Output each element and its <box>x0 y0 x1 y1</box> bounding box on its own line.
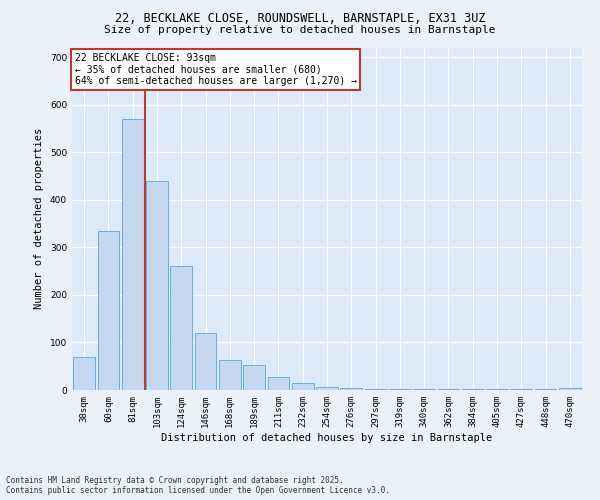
Bar <box>389 389 411 390</box>
Text: Size of property relative to detached houses in Barnstaple: Size of property relative to detached ho… <box>104 25 496 35</box>
Bar <box>194 333 217 390</box>
Bar <box>535 389 556 390</box>
Bar <box>340 388 362 390</box>
Bar <box>243 366 265 390</box>
Y-axis label: Number of detached properties: Number of detached properties <box>34 128 44 310</box>
Bar <box>292 383 314 390</box>
Bar <box>97 230 119 390</box>
Bar <box>146 180 168 390</box>
Bar <box>268 376 289 390</box>
Bar <box>73 356 95 390</box>
Text: 22 BECKLAKE CLOSE: 93sqm
← 35% of detached houses are smaller (680)
64% of semi-: 22 BECKLAKE CLOSE: 93sqm ← 35% of detach… <box>74 52 356 86</box>
Bar <box>316 386 338 390</box>
Bar <box>170 266 192 390</box>
Bar <box>365 389 386 390</box>
Bar <box>219 360 241 390</box>
Bar <box>486 389 508 390</box>
Bar <box>122 119 143 390</box>
Bar <box>559 388 581 390</box>
X-axis label: Distribution of detached houses by size in Barnstaple: Distribution of detached houses by size … <box>161 432 493 442</box>
Bar <box>462 389 484 390</box>
Bar <box>511 389 532 390</box>
Text: Contains HM Land Registry data © Crown copyright and database right 2025.
Contai: Contains HM Land Registry data © Crown c… <box>6 476 390 495</box>
Bar <box>437 389 460 390</box>
Bar <box>413 389 435 390</box>
Text: 22, BECKLAKE CLOSE, ROUNDSWELL, BARNSTAPLE, EX31 3UZ: 22, BECKLAKE CLOSE, ROUNDSWELL, BARNSTAP… <box>115 12 485 26</box>
